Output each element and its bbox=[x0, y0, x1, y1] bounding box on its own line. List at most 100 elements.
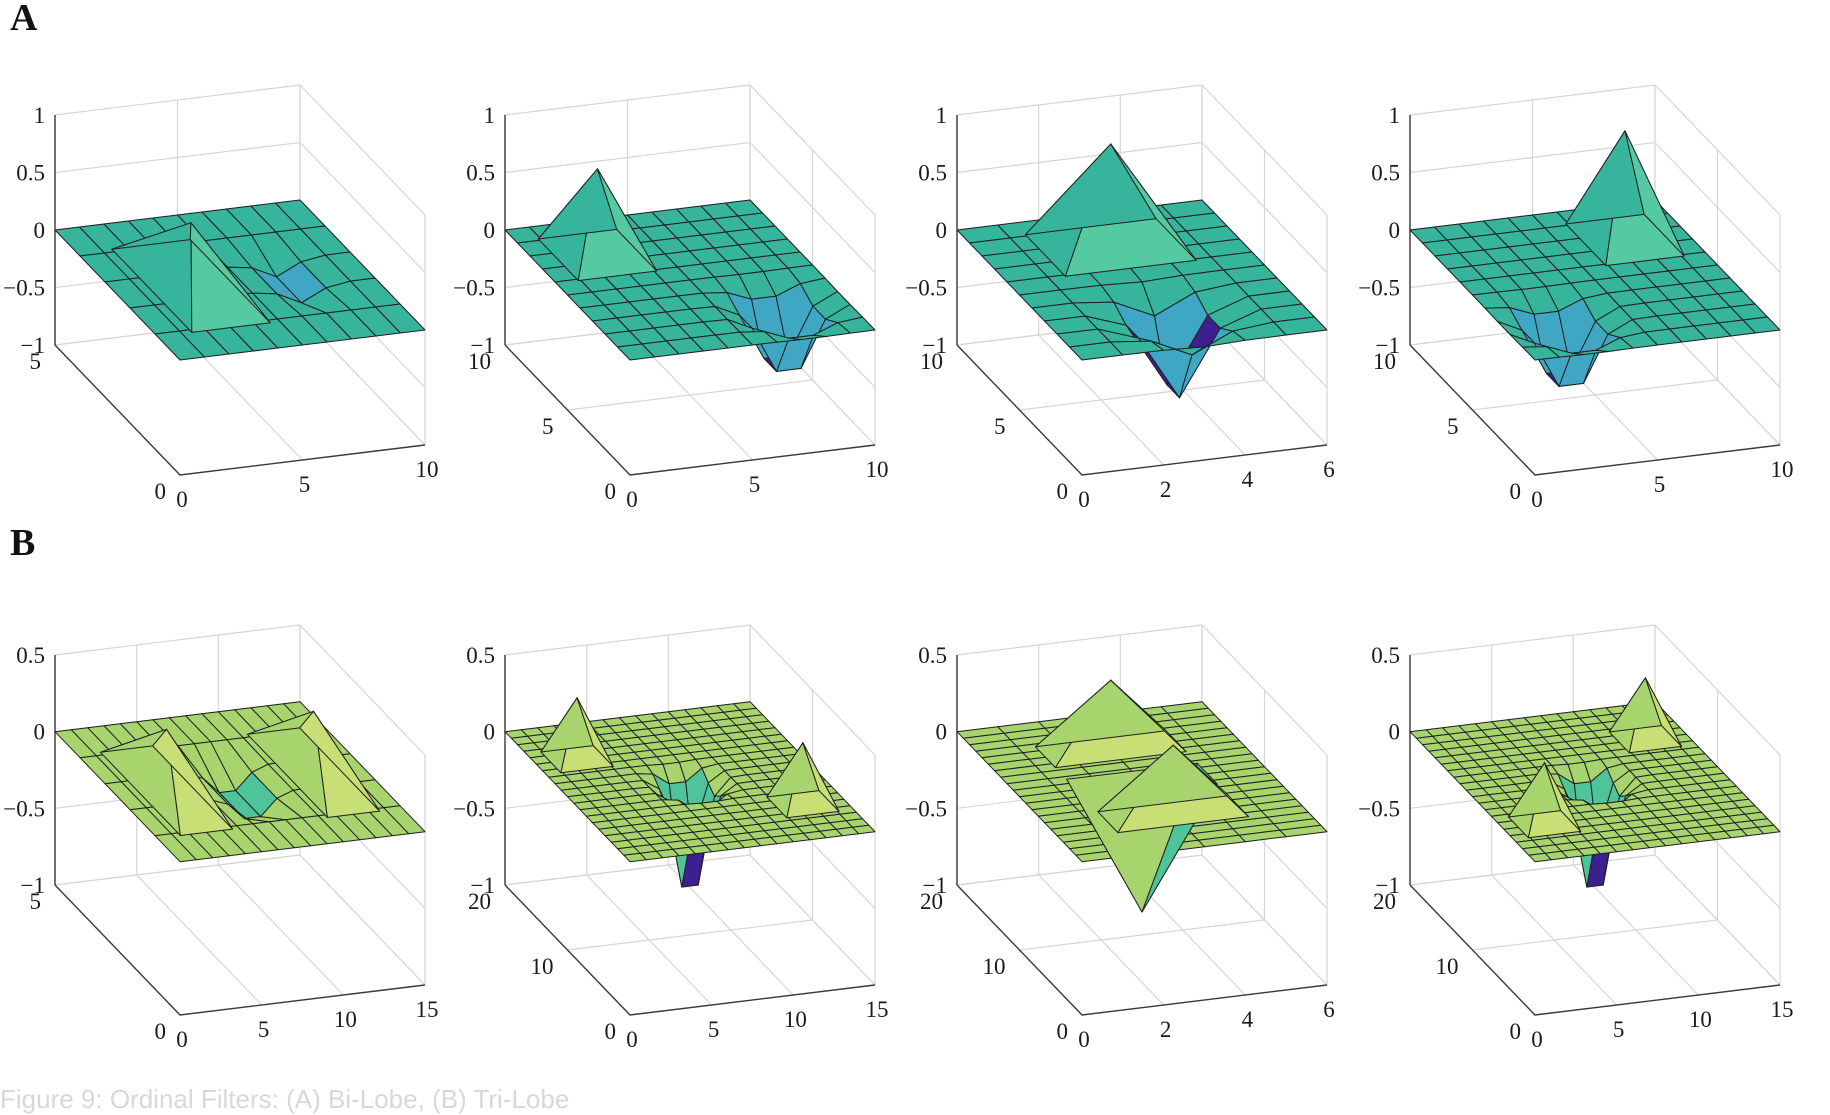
x-tick-label: 5 bbox=[258, 1017, 270, 1042]
y-tick-label: 10 bbox=[468, 349, 491, 374]
surface-facet bbox=[1273, 316, 1328, 336]
grid-line bbox=[1472, 150, 1719, 411]
z-tick-label: 0 bbox=[34, 218, 46, 243]
z-tick-label: −0.5 bbox=[3, 796, 45, 821]
x-tick-label: 10 bbox=[866, 457, 889, 482]
positive-lobe-facet bbox=[1110, 143, 1197, 261]
y-tick-label: 10 bbox=[983, 954, 1006, 979]
x-tick-label: 5 bbox=[1613, 1017, 1625, 1042]
floor-axis-line bbox=[54, 884, 426, 1016]
x-tick-label: 4 bbox=[1242, 467, 1254, 492]
surface-plot-1-3: 0.5 0 −0.5 −1 0 5 10 15 0 10 20 bbox=[1358, 624, 1794, 1052]
z-tick-label: −0.5 bbox=[1358, 276, 1400, 301]
y-tick-label: 0 bbox=[605, 479, 617, 504]
z-tick-label: 0 bbox=[936, 218, 948, 243]
positive-lobe-facet bbox=[1624, 130, 1685, 257]
positive-lobe-facet bbox=[152, 728, 234, 830]
y-tick-label: 0 bbox=[605, 1019, 617, 1044]
z-tick-label: 0 bbox=[484, 218, 496, 243]
z-tick-label: 0.5 bbox=[466, 643, 495, 668]
z-tick-label: 0.5 bbox=[918, 161, 947, 186]
z-tick-label: −0.5 bbox=[905, 276, 947, 301]
x-tick-label: 0 bbox=[626, 487, 638, 512]
x-tick-label: 10 bbox=[334, 1007, 357, 1032]
surface-facet bbox=[851, 824, 876, 835]
z-tick-label: −1 bbox=[471, 873, 495, 898]
y-tick-label: 0 bbox=[1057, 479, 1069, 504]
y-tick-label: 5 bbox=[30, 349, 42, 374]
y-tick-label: 10 bbox=[920, 349, 943, 374]
y-tick-label: 5 bbox=[1447, 414, 1459, 439]
surface-facet bbox=[1742, 316, 1781, 334]
positive-lobe-facet bbox=[1544, 762, 1582, 832]
positive-lobe-facet bbox=[576, 697, 614, 767]
x-tick-label: 0 bbox=[1531, 1027, 1543, 1052]
floor-axis-line bbox=[504, 884, 876, 1016]
z-tick-label: −1 bbox=[923, 873, 947, 898]
z-tick-label: 1 bbox=[34, 103, 46, 128]
z-tick-label: −1 bbox=[21, 333, 45, 358]
y-tick-label: 20 bbox=[1373, 889, 1396, 914]
z-tick-label: 0.5 bbox=[1371, 643, 1400, 668]
x-tick-label: 0 bbox=[1078, 1027, 1090, 1052]
z-tick-label: −1 bbox=[923, 333, 947, 358]
surface-facet bbox=[383, 805, 426, 835]
z-tick-label: 0 bbox=[34, 720, 46, 745]
z-tick-label: 0 bbox=[1389, 218, 1401, 243]
surface-facet bbox=[375, 303, 426, 334]
z-tick-label: 0.5 bbox=[1371, 161, 1400, 186]
z-tick-label: −1 bbox=[1376, 333, 1400, 358]
figure-caption: Figure 9: Ordinal Filters: (A) Bi-Lobe, … bbox=[0, 1084, 569, 1114]
y-tick-label: 5 bbox=[30, 889, 42, 914]
y-tick-label: 20 bbox=[920, 889, 943, 914]
z-tick-label: 0.5 bbox=[16, 643, 45, 668]
z-tick-label: 0.5 bbox=[918, 643, 947, 668]
z-tick-label: 0 bbox=[936, 720, 948, 745]
positive-lobe-facet bbox=[1644, 677, 1682, 747]
z-tick-label: −1 bbox=[1376, 873, 1400, 898]
x-tick-label: 6 bbox=[1323, 997, 1335, 1022]
z-tick-label: 1 bbox=[1389, 103, 1401, 128]
surface-plot-1-2: 0.5 0 −0.5 −1 0 2 4 6 0 10 20 bbox=[905, 624, 1335, 1052]
x-tick-label: 0 bbox=[626, 1027, 638, 1052]
positive-lobe-facet bbox=[537, 168, 618, 240]
x-tick-label: 0 bbox=[1078, 487, 1090, 512]
x-tick-label: 15 bbox=[1771, 997, 1794, 1022]
x-tick-label: 4 bbox=[1242, 1007, 1254, 1032]
grid-line bbox=[1019, 150, 1266, 411]
positive-lobe-facet bbox=[299, 710, 381, 812]
surface-facet bbox=[837, 316, 876, 334]
y-tick-label: 0 bbox=[1057, 1019, 1069, 1044]
y-tick-label: 10 bbox=[531, 954, 554, 979]
x-tick-label: 2 bbox=[1160, 477, 1172, 502]
z-tick-label: −1 bbox=[21, 873, 45, 898]
z-tick-label: 0.5 bbox=[466, 161, 495, 186]
floor-axis-line bbox=[956, 344, 1328, 476]
x-tick-label: 5 bbox=[299, 472, 311, 497]
y-tick-label: 5 bbox=[542, 414, 554, 439]
positive-lobe-facet bbox=[1024, 143, 1157, 236]
z-tick-label: 1 bbox=[484, 103, 496, 128]
grid-line bbox=[54, 854, 426, 986]
y-tick-label: 0 bbox=[1510, 1019, 1522, 1044]
x-tick-label: 5 bbox=[1654, 472, 1666, 497]
x-tick-label: 0 bbox=[176, 487, 188, 512]
x-tick-label: 10 bbox=[416, 457, 439, 482]
z-tick-label: −1 bbox=[471, 333, 495, 358]
floor-axis-line bbox=[1409, 884, 1781, 1016]
positive-lobe-facet bbox=[802, 742, 840, 812]
x-tick-label: 2 bbox=[1160, 1017, 1172, 1042]
floor-axis-line bbox=[504, 344, 876, 476]
z-tick-label: 0.5 bbox=[16, 161, 45, 186]
x-tick-label: 15 bbox=[866, 997, 889, 1022]
surface-plot-1-1: 0.5 0 −0.5 −1 0 5 10 15 0 10 20 bbox=[453, 624, 889, 1052]
surface-plot-0-2: 1 0.5 0 −0.5 −1 0 2 4 6 0 5 10 bbox=[905, 84, 1335, 512]
panel-label-a: A bbox=[10, 0, 38, 39]
positive-lobe-facet bbox=[540, 697, 594, 753]
x-tick-label: 5 bbox=[749, 472, 761, 497]
surface-plots: 1 0.5 0 −0.5 −1 0 5 10 0 5 1 0.5 0 −0.5 −1 0 5 10 0 5 10 1 0.5… bbox=[3, 84, 1794, 1052]
panel-label-b: B bbox=[10, 522, 35, 564]
z-tick-label: −0.5 bbox=[905, 796, 947, 821]
y-tick-label: 10 bbox=[1436, 954, 1459, 979]
